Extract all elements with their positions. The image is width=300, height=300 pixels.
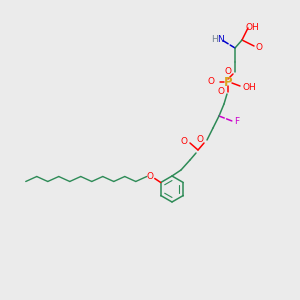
Text: O: O [218, 88, 224, 97]
Text: O: O [256, 43, 262, 52]
Text: H: H [212, 34, 218, 43]
Text: O: O [146, 172, 153, 181]
Text: F: F [234, 116, 240, 125]
Text: N: N [217, 34, 224, 43]
Text: OH: OH [245, 22, 259, 32]
Text: O: O [181, 136, 188, 146]
Text: P: P [224, 76, 232, 88]
Text: OH: OH [242, 82, 256, 91]
Text: O: O [208, 77, 214, 86]
Text: O: O [196, 134, 203, 143]
Text: O: O [224, 68, 232, 76]
